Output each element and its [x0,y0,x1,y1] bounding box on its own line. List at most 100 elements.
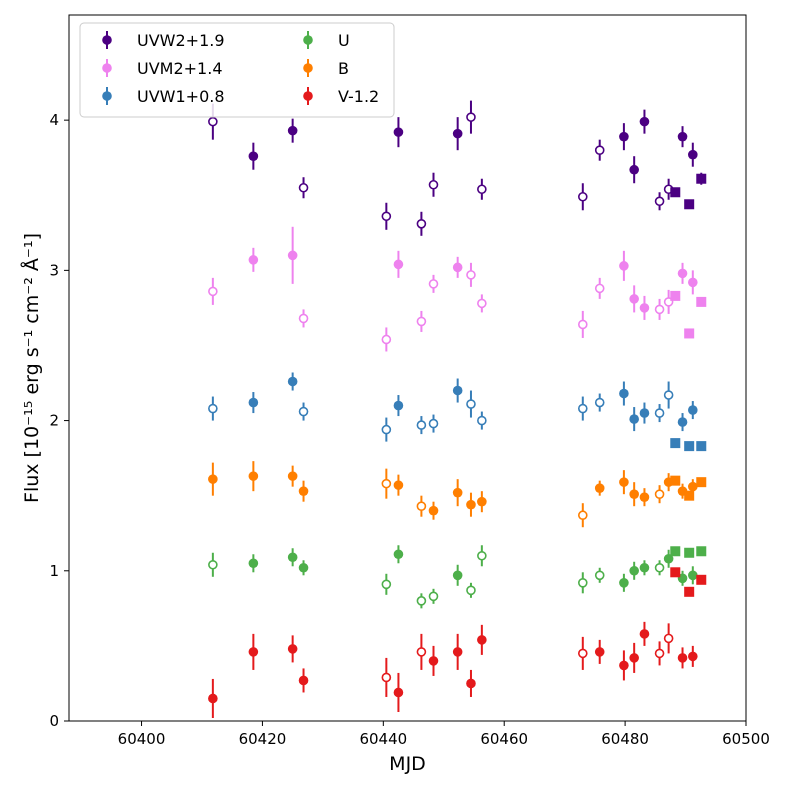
data-point [452,570,463,581]
data-point [428,656,439,666]
data-point [248,647,259,657]
data-point [629,294,639,304]
data-point [477,496,487,507]
data-point-open [654,408,665,418]
data-point-square [684,490,695,501]
data-point [639,562,650,573]
data-point [428,505,439,516]
data-point-open [594,145,605,155]
legend-label: UVW1+0.8 [137,87,225,106]
data-point [287,250,298,261]
data-point-square [670,438,681,449]
data-point [688,277,698,288]
data-point-open [208,116,218,127]
data-point-square [684,547,695,558]
data-point-square [670,290,681,301]
data-point-open [654,489,665,499]
data-point-open [577,578,588,588]
legend-item: UVW2+1.9 [102,31,225,50]
data-point [639,116,650,127]
data-point-open [663,633,674,644]
series-B [208,461,707,528]
data-point-open [416,647,427,657]
data-point [619,578,629,588]
data-point [452,647,463,657]
data-point-open [428,591,439,602]
data-point-open [466,270,476,280]
data-point-open [577,319,588,330]
data-point [639,492,650,502]
data-point-square [696,546,707,557]
data-point [208,693,218,704]
data-point-open [428,179,439,190]
data-point-open [477,184,487,195]
data-point-square [670,546,681,557]
y-tick-label: 0 [49,712,59,730]
data-point-open [428,418,439,429]
data-point-open [477,298,487,309]
data-point-open [594,570,605,581]
data-point [688,405,698,415]
legend-marker [303,91,313,101]
x-tick-label: 60480 [601,730,649,748]
data-point [677,653,688,663]
data-point [248,397,259,408]
series-UVW1+0.8 [208,372,707,452]
legend-item: UVM2+1.4 [102,59,223,78]
series-V-1.2 [208,567,707,718]
data-point-open [654,304,665,315]
data-point-open [654,648,665,659]
data-point [677,268,688,279]
legend-marker [102,35,112,45]
legend-item: UVW1+0.8 [102,87,225,106]
legend-label: B [338,59,349,78]
data-point [298,486,309,496]
data-point [208,474,218,484]
series-UVM2+1.4 [208,226,707,352]
legend-marker [303,35,313,45]
data-point [287,125,298,136]
data-point-open [381,579,392,590]
legend-marker [102,91,112,101]
data-point [393,127,404,137]
x-tick-label: 60500 [722,730,770,748]
data-point-open [577,510,588,521]
data-point [629,489,639,499]
data-point-open [208,559,218,570]
data-point [619,388,629,399]
data-point-open [298,406,309,417]
data-point-open [381,424,392,435]
data-point [688,570,698,581]
data-point-open [654,196,665,207]
data-point [619,660,629,671]
data-point [688,481,698,492]
legend: UVW2+1.9 UVM2+1.4 UVW1+0.8 UB V-1.2 [79,22,395,118]
data-point-open [477,415,487,426]
data-point [639,303,650,313]
data-point-square [696,574,707,585]
data-point [663,553,674,564]
data-point [688,651,698,662]
series-U [208,545,707,609]
data-point [393,549,404,560]
legend-label: V-1.2 [338,87,379,106]
series-UVW2+1.9 [208,100,707,236]
data-point [629,653,639,663]
legend-label: U [338,31,350,50]
data-point-open [381,334,392,345]
data-point-open [466,112,476,122]
data-point-open [466,399,476,409]
data-point-open [298,182,309,193]
data-point [452,385,463,396]
data-point [629,164,639,175]
data-point-square [670,567,681,578]
data-point [248,151,259,161]
data-point-square [670,187,681,198]
data-point [688,149,698,160]
data-point-open [577,191,588,202]
data-point [594,483,605,493]
data-point-open [416,420,427,430]
x-tick-label: 60440 [359,730,407,748]
data-point-open [577,648,588,659]
data-point-open [416,596,427,606]
